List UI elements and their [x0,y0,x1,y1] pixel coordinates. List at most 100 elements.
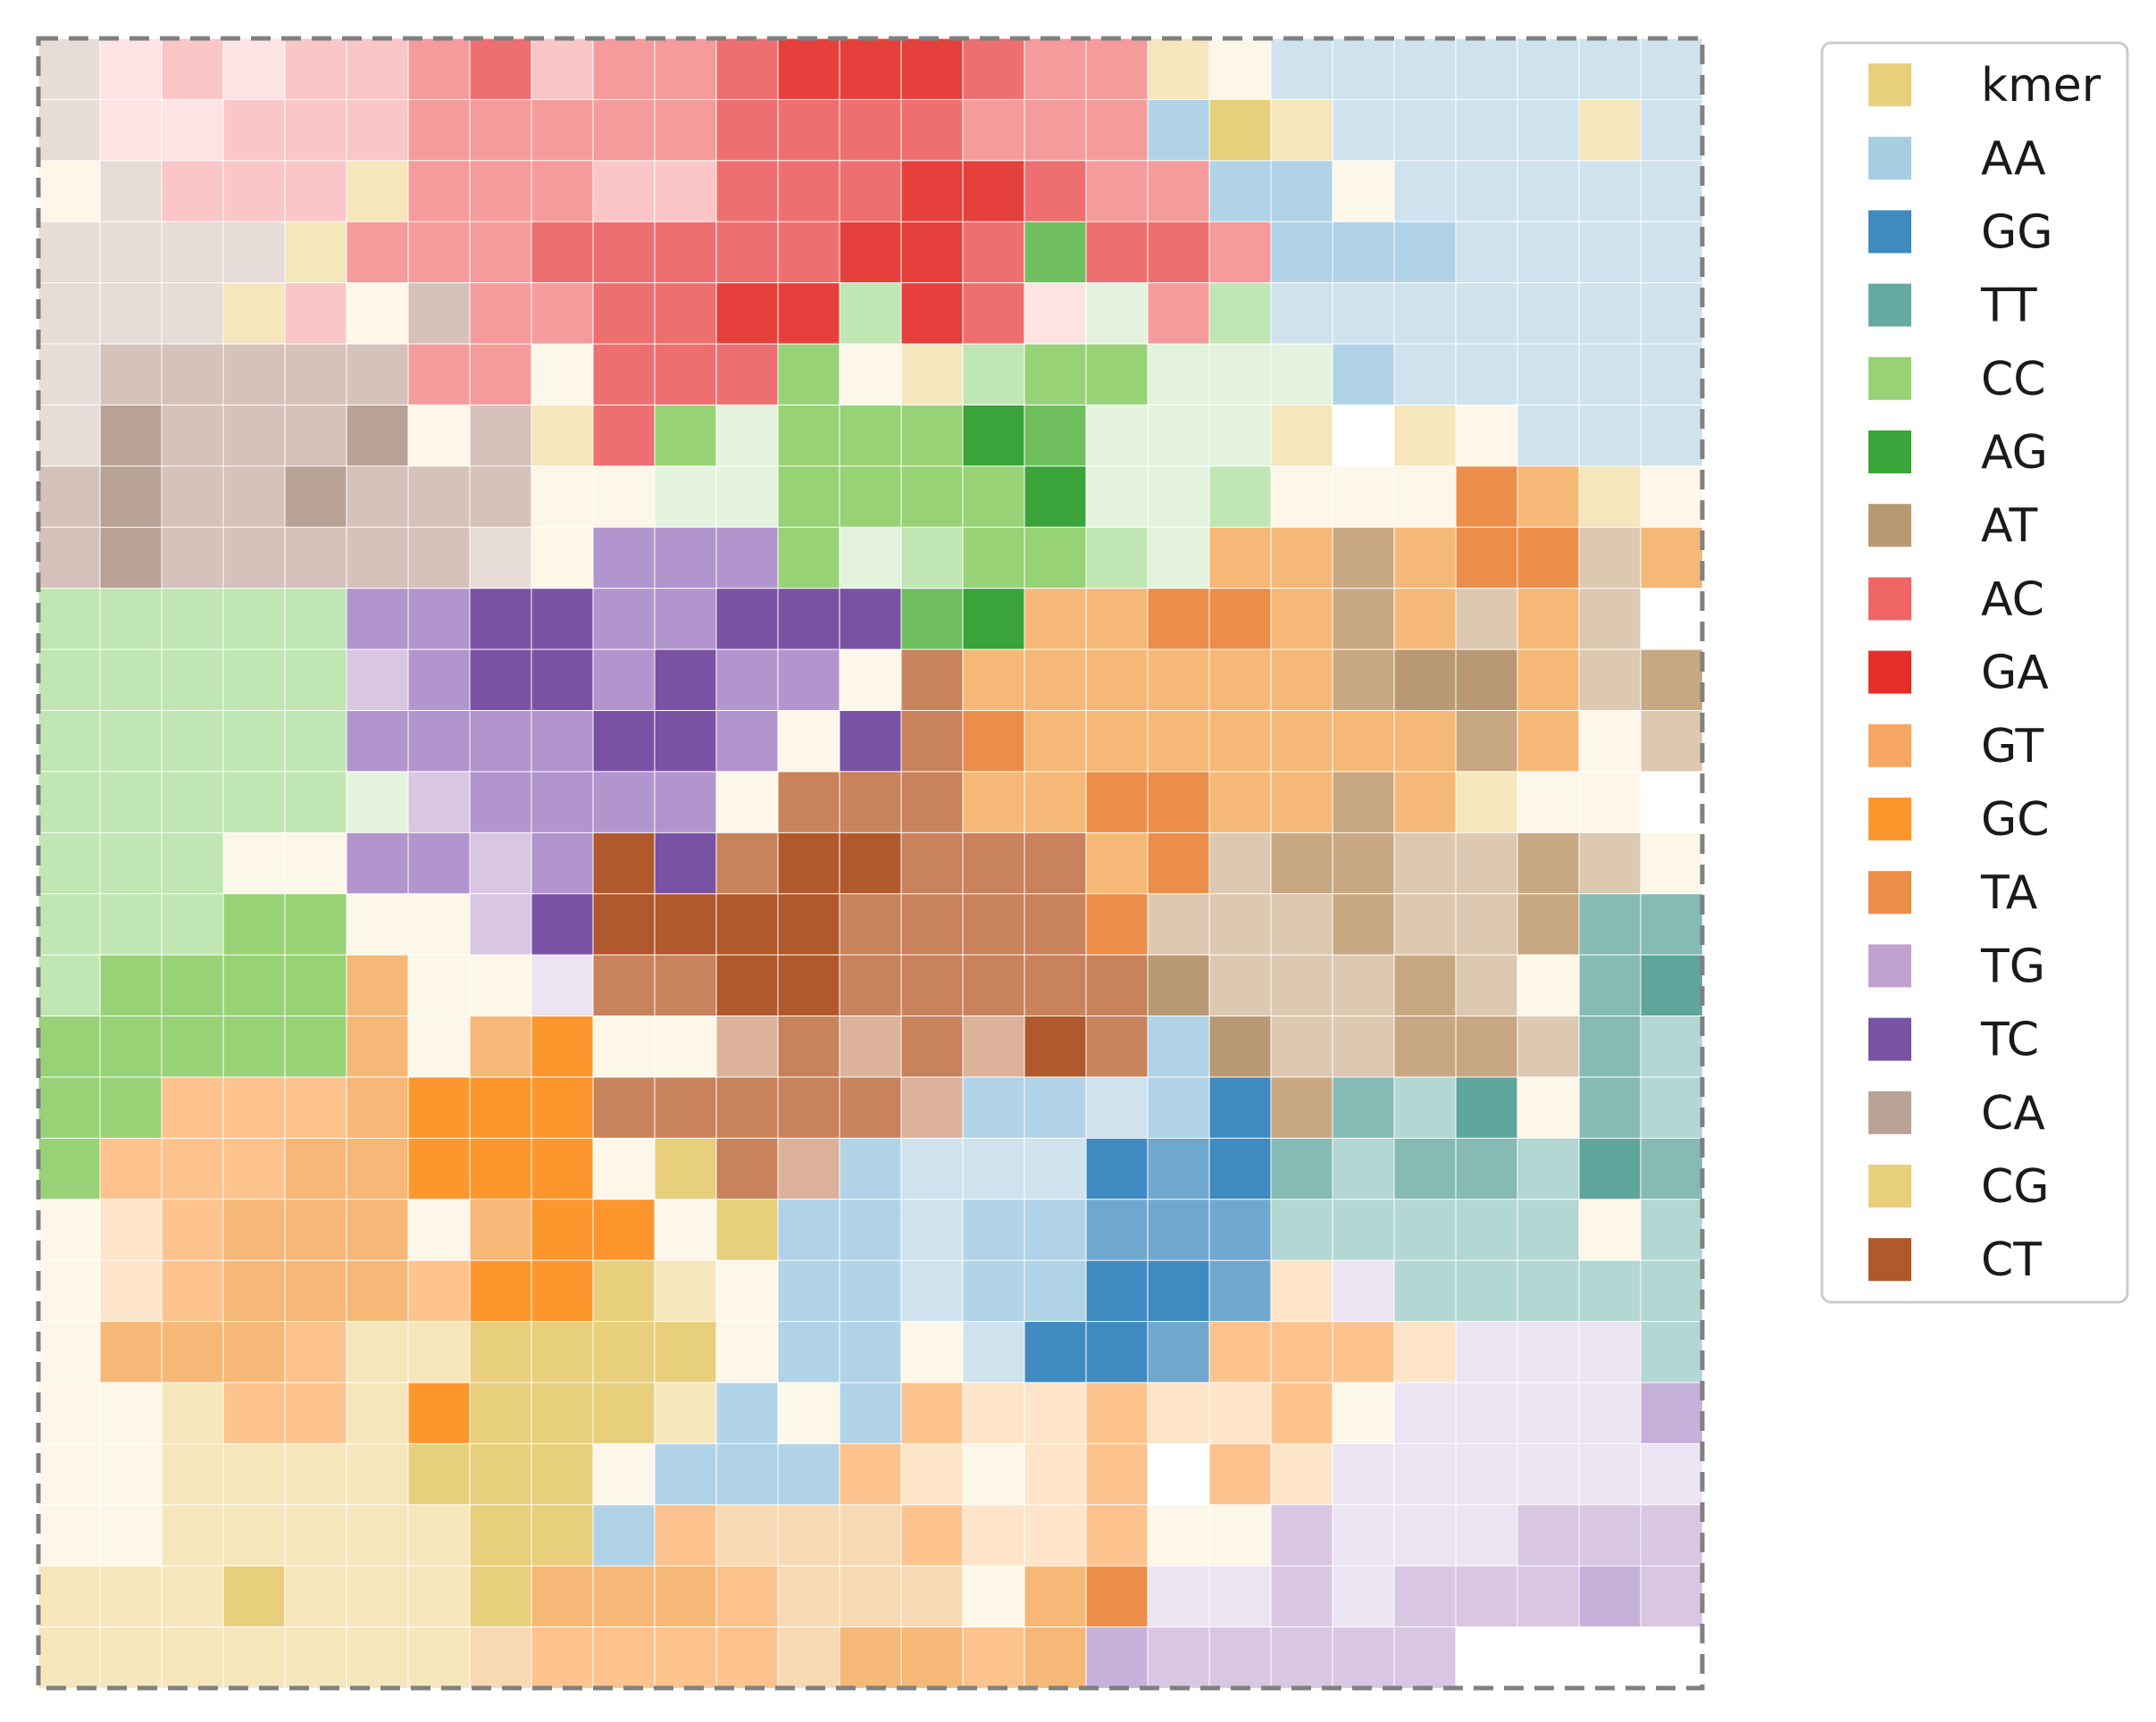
heatmap-cell [1517,1504,1580,1567]
heatmap-cell [1393,954,1457,1017]
heatmap-cell [1024,771,1087,834]
heatmap-cell [1085,465,1149,529]
heatmap-cell [346,771,409,834]
heatmap-cell [1332,465,1395,529]
heatmap-cell [1024,526,1087,589]
heatmap-cell [284,404,347,467]
heatmap-cell [1085,98,1149,162]
heatmap-cell [1208,954,1272,1017]
heatmap-cell [222,832,286,895]
heatmap-cell [1393,221,1457,284]
heatmap-cell [407,1626,471,1689]
heatmap-cell [407,1137,471,1200]
heatmap-cell [900,1626,964,1689]
heatmap-cell [1455,1626,1518,1689]
heatmap-cell [1147,404,1210,467]
heatmap-cell [962,893,1025,957]
heatmap-cell [222,1076,286,1140]
heatmap-cell [469,1504,532,1567]
legend-label: CC [1981,353,2046,406]
heatmap-cell [222,98,286,162]
heatmap-cell [222,282,286,345]
heatmap-cell [962,221,1025,284]
heatmap-cell [962,954,1025,1017]
heatmap-cell [1147,1565,1210,1628]
heatmap-cell [1208,1504,1272,1567]
heatmap-cell [654,771,717,834]
heatmap-cell [1455,221,1518,284]
heatmap-cell [346,954,409,1017]
heatmap-cell [1578,526,1642,589]
heatmap-cell [1147,465,1210,529]
heatmap-cell [1270,1382,1333,1445]
heatmap-cell [962,404,1025,467]
heatmap-cell [1270,893,1333,957]
legend-swatch [1868,944,1911,988]
heatmap-cell [1270,1016,1333,1078]
heatmap-cell [715,1259,779,1323]
heatmap-cell [99,588,163,650]
heatmap-cell [592,1321,656,1383]
heatmap-cell [38,526,101,589]
heatmap-cell [592,954,656,1017]
legend-swatch [1868,137,1911,180]
heatmap-cell [1393,465,1457,529]
heatmap-cell [1332,1199,1395,1262]
heatmap-cell [592,709,656,773]
heatmap-cell [1085,160,1149,223]
heatmap-cell [1270,1442,1333,1506]
heatmap-cell [1208,38,1272,101]
heatmap-cell [839,282,902,345]
heatmap-cell [1393,1504,1457,1567]
heatmap-cell [1517,343,1580,406]
heatmap-cell [284,282,347,345]
heatmap-cell [1640,893,1703,957]
heatmap-cell [962,1199,1025,1262]
heatmap-cell [469,282,532,345]
legend-label: GT [1981,720,2043,773]
heatmap-cell [592,832,656,895]
heatmap-cell [777,1199,840,1262]
heatmap-cell [962,648,1025,712]
heatmap-cell [1270,160,1333,223]
heatmap-cell [1147,1199,1210,1262]
heatmap-cell [1578,465,1642,529]
heatmap-cell [531,588,594,650]
heatmap-cell [346,404,409,467]
heatmap-cell [1517,1626,1580,1689]
heatmap-cell [38,404,101,467]
heatmap-cell [1085,221,1149,284]
heatmap-cell [284,1076,347,1140]
heatmap-cell [715,98,779,162]
heatmap-cell [839,526,902,589]
heatmap-cell [900,954,964,1017]
heatmap-cell [469,1626,532,1689]
heatmap-cell [1332,588,1395,650]
heatmap-cell [1578,893,1642,957]
heatmap-cell [99,282,163,345]
heatmap-cell [161,221,224,284]
heatmap-cell [1455,98,1518,162]
heatmap-cell [592,648,656,712]
heatmap-cell [900,1565,964,1628]
heatmap-cell [900,282,964,345]
heatmap-cell [38,343,101,406]
heatmap-cell [1332,526,1395,589]
heatmap-cell [900,1076,964,1140]
heatmap-cell [900,588,964,650]
heatmap-cell [222,1137,286,1200]
heatmap-cell [99,98,163,162]
heatmap-cell [1270,1076,1333,1140]
heatmap-cell [284,1137,347,1200]
heatmap-cell [1640,38,1703,101]
heatmap-cell [99,954,163,1017]
heatmap-cell [839,404,902,467]
heatmap-cell [1270,38,1333,101]
heatmap-cell [1270,526,1333,589]
heatmap-cell [346,38,409,101]
heatmap-cell [407,38,471,101]
heatmap-cell [161,465,224,529]
heatmap-cell [654,1626,717,1689]
heatmap-cell [654,221,717,284]
heatmap-cell [38,1442,101,1506]
